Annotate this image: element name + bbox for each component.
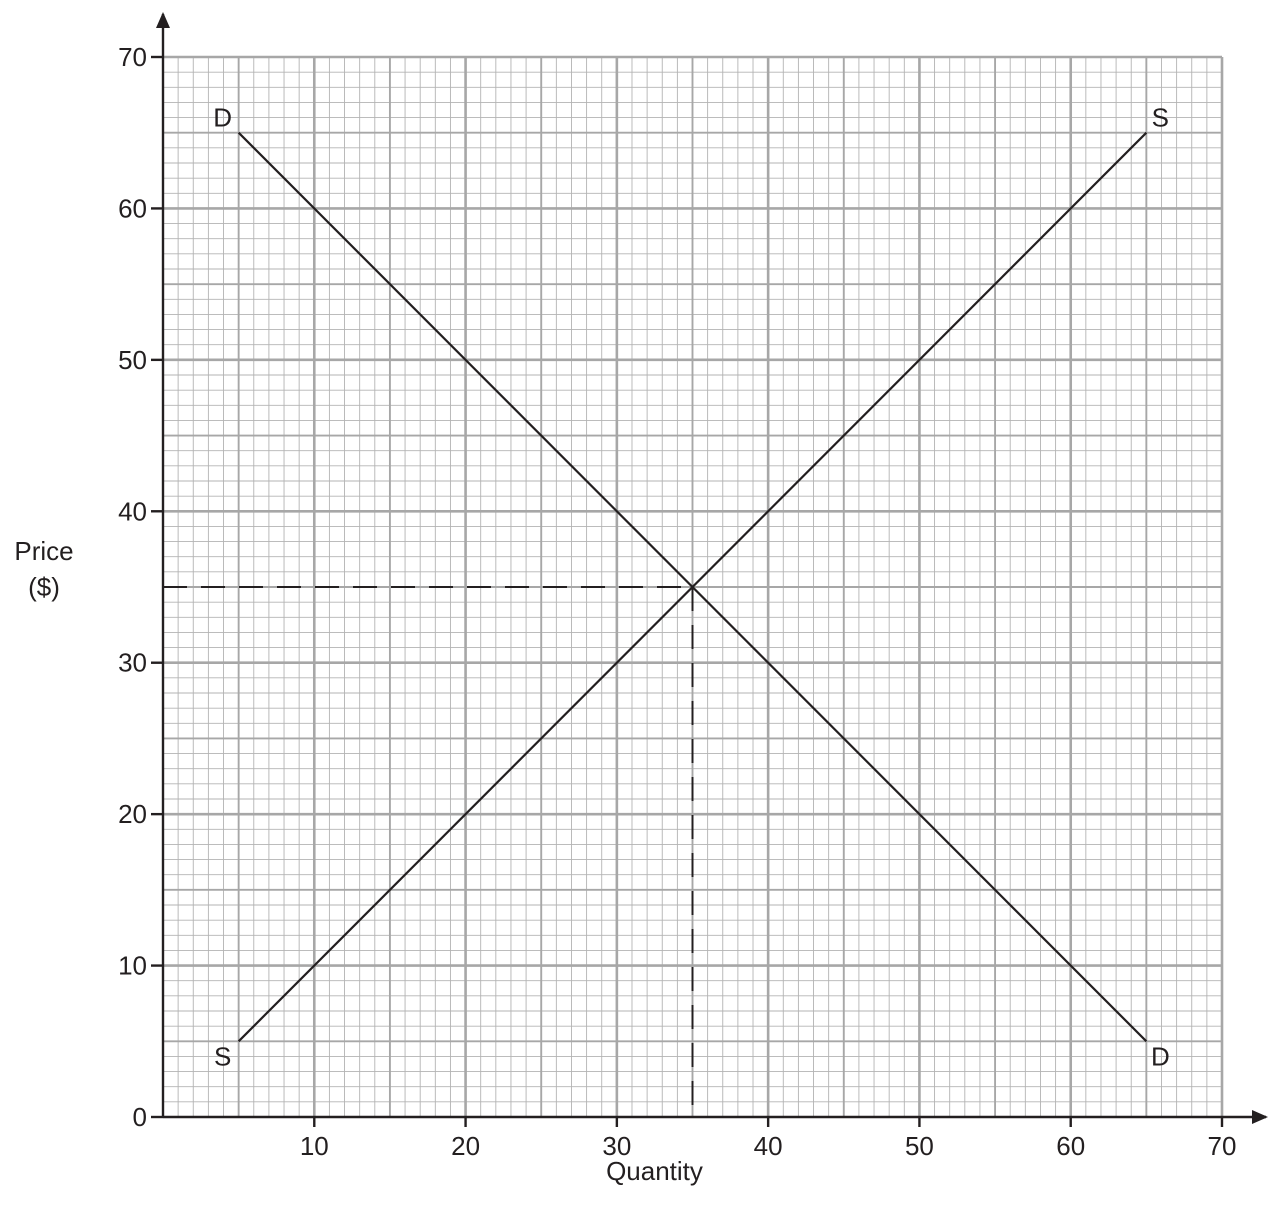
curve-s-label-start: S (214, 1041, 231, 1071)
x-tick-label: 40 (754, 1131, 783, 1161)
x-tick-label: 20 (451, 1131, 480, 1161)
x-tick-label: 10 (300, 1131, 329, 1161)
y-tick-label: 40 (118, 496, 147, 526)
x-tick-label: 70 (1208, 1131, 1237, 1161)
equilibrium-guides (163, 586, 694, 1117)
curve-d-label-end: D (1151, 1041, 1170, 1071)
x-tick-label: 30 (602, 1131, 631, 1161)
curve-s-label-end: S (1152, 103, 1169, 133)
x-axis-title: Quantity (606, 1156, 703, 1186)
curves (237, 131, 1148, 1043)
y-tick-label: 30 (118, 648, 147, 678)
labels: D D S S 0 10 20 30 40 50 60 70 10 20 30 40 50 60 70 Quantit… (14, 42, 1236, 1186)
y-tick-label: 50 (118, 345, 147, 375)
y-tick-label: 20 (118, 799, 147, 829)
y-tick-label: 60 (118, 193, 147, 223)
y-tick-label: 70 (118, 42, 147, 72)
axes (151, 12, 1268, 1127)
y-tick-label: 10 (118, 951, 147, 981)
x-tick-label: 60 (1056, 1131, 1085, 1161)
y-axis-title-line: Price (14, 536, 73, 566)
curve-d-label-start: D (213, 103, 232, 133)
y-axis-title-line: ($) (28, 572, 60, 602)
y-tick-label: 0 (133, 1102, 147, 1132)
curve-s-line (237, 131, 1148, 1043)
x-tick-label: 50 (905, 1131, 934, 1161)
